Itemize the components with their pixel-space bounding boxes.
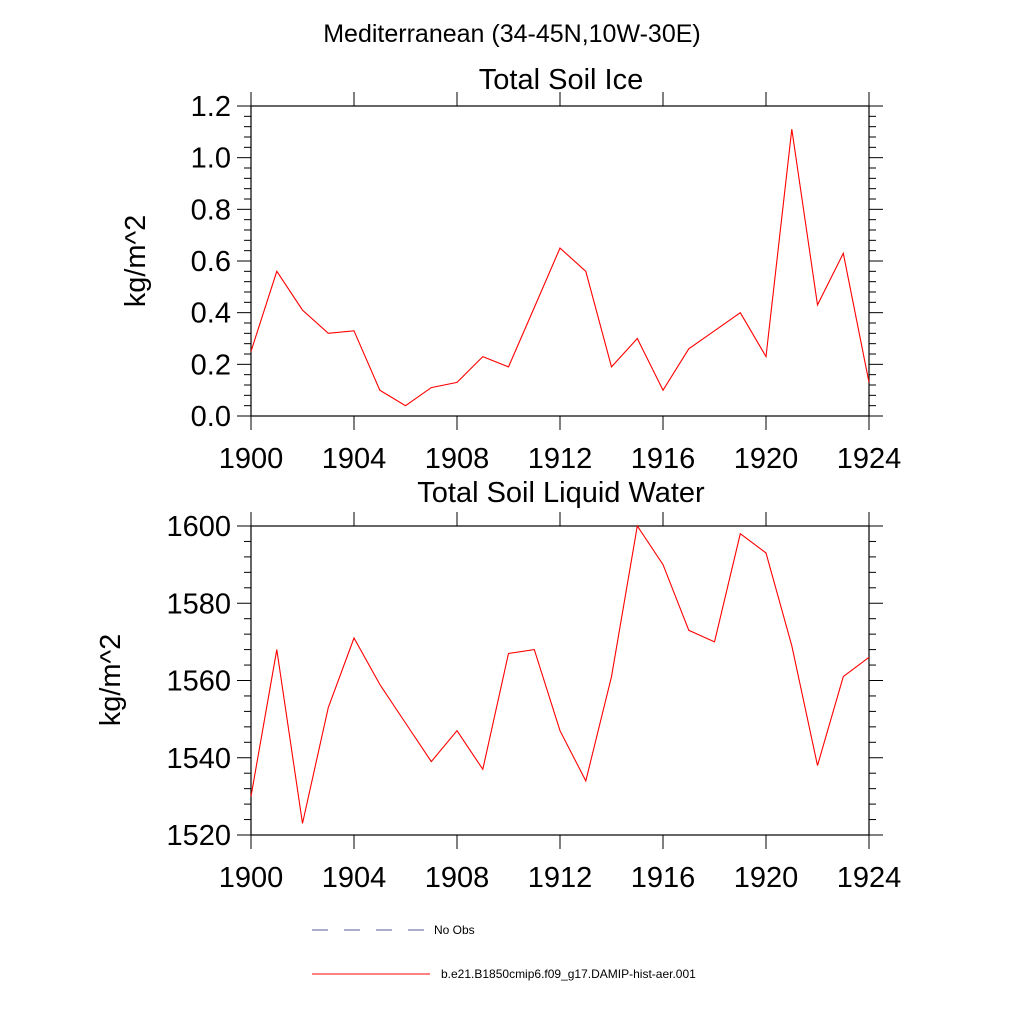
legend-item-no-obs: No Obs xyxy=(312,923,475,937)
y-tick-label: 0.6 xyxy=(191,246,231,278)
x-tick-label: 1916 xyxy=(631,443,696,475)
series-line xyxy=(250,129,870,407)
x-tick-label: 1924 xyxy=(837,443,902,475)
axis-ticks xyxy=(237,92,883,430)
legend: No Obs b.e21.B1850cmip6.f09_g17.DAMIP-hi… xyxy=(312,923,696,981)
y-tick-label: 0.8 xyxy=(191,194,231,226)
legend-label: b.e21.B1850cmip6.f09_g17.DAMIP-hist-aer.… xyxy=(441,967,696,981)
x-tick-label: 1924 xyxy=(837,862,902,894)
y-tick-label: 1540 xyxy=(166,743,231,775)
y-axis-label: kg/m^2 xyxy=(120,215,152,308)
y-tick-label: 0.4 xyxy=(191,298,231,330)
x-tick-label: 1908 xyxy=(425,443,490,475)
y-tick-label: 1.0 xyxy=(191,143,231,175)
x-axis: 1900 1904 1908 1912 1916 1920 1924 xyxy=(219,862,902,894)
plot-frame xyxy=(250,525,870,836)
legend-label: No Obs xyxy=(434,923,475,937)
plot-area xyxy=(250,129,870,407)
panel-soil-ice: Total Soil Ice 1900 1904 1908 1912 1916 1920 1… xyxy=(120,64,901,475)
y-tick-label: 1580 xyxy=(166,588,231,620)
panel-title: Total Soil Liquid Water xyxy=(417,477,705,509)
legend-item-model-run: b.e21.B1850cmip6.f09_g17.DAMIP-hist-aer.… xyxy=(312,967,696,981)
y-axis-label: kg/m^2 xyxy=(95,634,127,727)
y-tick-label: 1.2 xyxy=(191,91,231,123)
y-axis: 1520 1540 1560 1580 1600 xyxy=(166,511,231,852)
x-tick-label: 1904 xyxy=(322,862,387,894)
series-line xyxy=(250,524,870,824)
x-tick-label: 1916 xyxy=(631,862,696,894)
plot-area xyxy=(250,524,870,824)
y-tick-label: 1560 xyxy=(166,666,231,698)
y-tick-label: 0.0 xyxy=(191,401,231,433)
x-tick-label: 1912 xyxy=(528,443,593,475)
x-tick-label: 1900 xyxy=(219,443,284,475)
figure-supertitle: Mediterranean (34-45N,10W-30E) xyxy=(323,20,701,48)
y-tick-label: 0.2 xyxy=(191,349,231,381)
x-tick-label: 1908 xyxy=(425,862,490,894)
x-tick-label: 1904 xyxy=(322,443,387,475)
panel-title: Total Soil Ice xyxy=(479,64,643,96)
axis-ticks xyxy=(237,512,883,849)
x-tick-label: 1920 xyxy=(734,443,799,475)
x-tick-label: 1920 xyxy=(734,862,799,894)
x-tick-label: 1900 xyxy=(219,862,284,894)
y-axis: 0.0 0.2 0.4 0.6 0.8 1.0 1.2 xyxy=(191,91,231,433)
panel-soil-liquid-water: Total Soil Liquid Water 1900 1904 1908 1912… xyxy=(95,477,901,894)
x-axis: 1900 1904 1908 1912 1916 1920 1924 xyxy=(219,443,902,475)
x-tick-label: 1912 xyxy=(528,862,593,894)
y-tick-label: 1600 xyxy=(166,511,231,543)
y-tick-label: 1520 xyxy=(166,820,231,852)
